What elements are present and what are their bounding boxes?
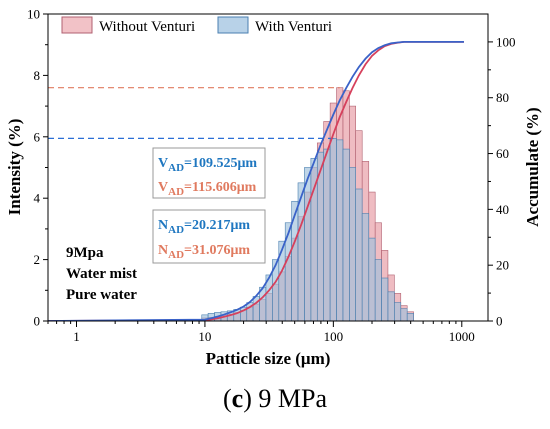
- y-axis-left-label: Intensity (%): [5, 119, 24, 216]
- bar-with-venturi: [323, 148, 331, 321]
- y-right-tick-label: 20: [496, 258, 509, 273]
- bar-with-venturi: [374, 259, 382, 321]
- bar-with-venturi: [329, 138, 337, 321]
- condition-medium: Water mist: [66, 266, 137, 282]
- y-right-tick-label: 80: [496, 90, 509, 105]
- x-tick-label: 10: [198, 329, 211, 344]
- legend: Without Venturi With Venturi: [61, 16, 332, 35]
- y-left-tick-label: 6: [34, 129, 41, 144]
- y-right-tick-label: 100: [496, 34, 516, 49]
- bar-with-venturi: [349, 167, 356, 321]
- caption-text: 9 MPa: [258, 384, 327, 413]
- y-axis-right: 0 20 40 60 80 100: [488, 34, 516, 329]
- annotation-vad-without-venturi: VAD=115.606μm: [158, 180, 257, 198]
- bar-with-venturi: [394, 302, 402, 321]
- figure-caption: (c) 9 MPa: [222, 384, 327, 413]
- annotation-nad-without-venturi: NAD=31.076μm: [158, 243, 250, 261]
- y-left-tick-label: 0: [34, 314, 41, 329]
- vad-annotation-box: [152, 147, 266, 199]
- y-left-tick-label: 8: [34, 68, 41, 83]
- bar-with-venturi: [368, 237, 376, 321]
- legend-label-without-venturi: Without Venturi: [99, 19, 195, 35]
- bar-with-venturi: [400, 308, 408, 321]
- y-axis-left: 0 2 4 6 8 10: [27, 7, 48, 329]
- bar-with-venturi: [304, 167, 312, 321]
- bar-with-venturi: [355, 188, 363, 321]
- nad-annotation-box: [152, 209, 266, 264]
- bar-with-venturi: [387, 291, 395, 321]
- y-right-tick-label: 40: [496, 202, 509, 217]
- bar-with-venturi: [259, 286, 267, 321]
- annotation-nad-with-venturi: NAD=20.217μm: [158, 218, 250, 236]
- y-right-tick-label: 0: [496, 314, 503, 329]
- x-tick-label: 1: [73, 329, 80, 344]
- y-left-tick-label: 10: [27, 7, 40, 22]
- caption-label: c: [231, 384, 244, 413]
- condition-pressure: 9Mpa: [66, 245, 104, 261]
- condition-fluid: Pure water: [66, 287, 137, 303]
- x-axis: 1 10 100 1000: [47, 321, 475, 344]
- y-right-tick-label: 60: [496, 146, 509, 161]
- annotation-vad-with-venturi: VAD=109.525μm: [158, 156, 257, 174]
- bar-with-venturi: [406, 313, 414, 321]
- y-left-tick-label: 4: [34, 191, 41, 206]
- bar-with-venturi: [336, 139, 344, 321]
- cumulative-curve-without-venturi: [48, 41, 464, 321]
- y-axis-right-label: Accumulate (%): [523, 107, 542, 226]
- legend-swatch-without-venturi: [61, 16, 93, 34]
- y-left-tick-label: 2: [34, 252, 41, 267]
- x-axis-label: Patticle size (μm): [206, 349, 331, 368]
- bar-with-venturi: [342, 148, 350, 321]
- cumulative-curves: [48, 41, 464, 321]
- bar-with-venturi: [361, 213, 370, 321]
- legend-label-with-venturi: With Venturi: [255, 19, 332, 35]
- x-tick-label: 100: [324, 329, 344, 344]
- reference-lines: [48, 87, 340, 139]
- bar-with-venturi: [381, 277, 389, 321]
- legend-swatch-with-venturi: [217, 16, 249, 34]
- cumulative-curve-with-venturi: [48, 41, 464, 321]
- x-tick-label: 1000: [449, 329, 475, 344]
